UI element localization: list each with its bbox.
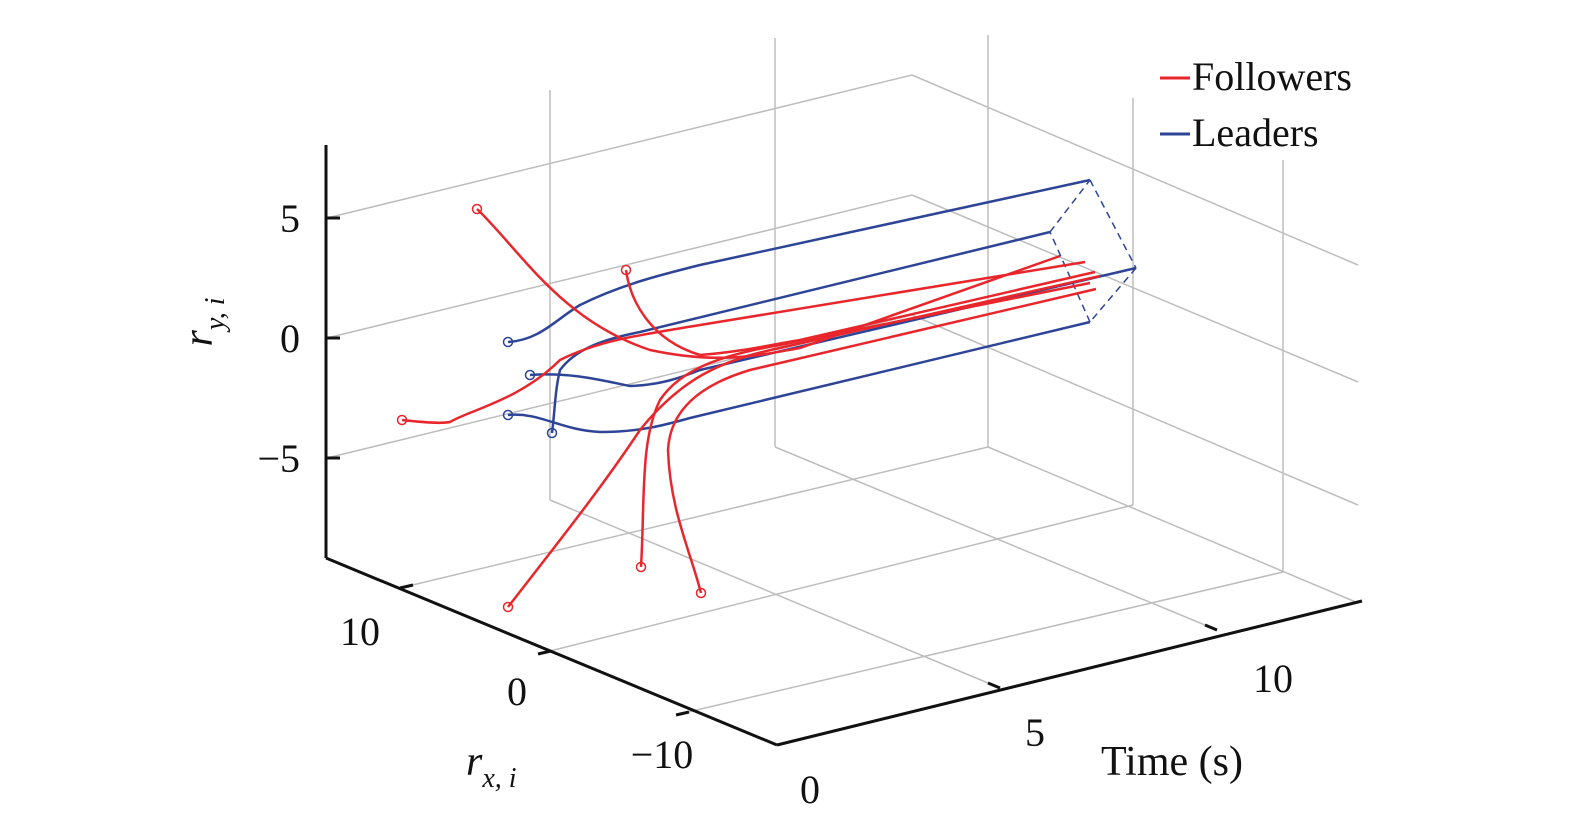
follower-start-marker [635,561,647,573]
axes [324,145,1363,747]
z-tick-label: −5 [257,436,300,481]
followers-series [396,203,1101,613]
grid-line [911,74,1359,266]
x-tick [399,583,414,590]
rx-axis-label-sub: x, i [481,763,516,794]
follower-trajectory [476,208,1061,360]
leader-start-marker [546,427,558,439]
follower-trajectory [624,269,1096,357]
follower-trajectory [507,274,1101,608]
grid-line [326,194,913,339]
x-tick-label: 0 [507,669,527,714]
time-axis-line [776,599,1363,747]
follower-start-marker [396,414,408,426]
grid-line [774,446,1218,631]
formation-edge [1049,179,1091,233]
follower-trajectory [401,260,1086,425]
time-tick [987,681,1001,690]
leader-start-marker [502,409,514,421]
z-tick-label: 5 [280,196,300,241]
x-tick-label: −10 [631,732,694,777]
z-tick-label: 0 [280,316,300,361]
grid-line [549,504,1134,652]
time-tick-label: 0 [800,767,820,812]
follower-trajectory [666,287,1097,594]
time-axis-label: Time (s) [1101,739,1243,785]
leaders-series [502,178,1137,439]
tick-labels: 5 0 −5 10 0 −10 0 5 10 [257,196,1293,812]
rx-axis-label-main: r [466,739,483,785]
follower-start-marker [471,203,483,215]
leader-start-marker [502,336,514,348]
ry-axis-label: ry, i [176,297,231,346]
x-tick-label: 10 [340,609,380,654]
ry-axis-label-main: r [176,330,222,347]
rx-axis-label: rx, i [466,739,517,794]
follower-trajectory [639,281,1091,568]
leader-trajectory [507,178,1091,344]
legend-label-followers: Followers [1192,54,1352,99]
leader-trajectory [507,320,1091,434]
legend: Followers Leaders [1160,54,1352,155]
follower-start-marker [695,587,707,599]
legend-label-leaders: Leaders [1192,110,1319,155]
grid-line [326,74,913,219]
grid-line [911,194,1359,383]
grid-line [687,571,1284,713]
grid-line [987,446,1359,604]
time-tick [1204,623,1218,632]
time-tick-label: 10 [1253,656,1293,701]
grid-line [399,446,989,589]
follower-start-marker [502,601,514,613]
leaders-formation-outline [1049,179,1137,323]
x-axis-line [325,556,778,747]
leader-trajectory [550,230,1051,434]
formation-edge [1089,179,1137,269]
x-tick [537,649,552,656]
x-tick [675,710,690,717]
leader-start-marker [524,369,536,381]
time-tick-label: 5 [1025,710,1045,755]
grid-line [549,499,1001,689]
follower-start-marker [620,264,632,276]
grid-line [911,314,1359,506]
ry-axis-label-sub: y, i [200,297,231,333]
